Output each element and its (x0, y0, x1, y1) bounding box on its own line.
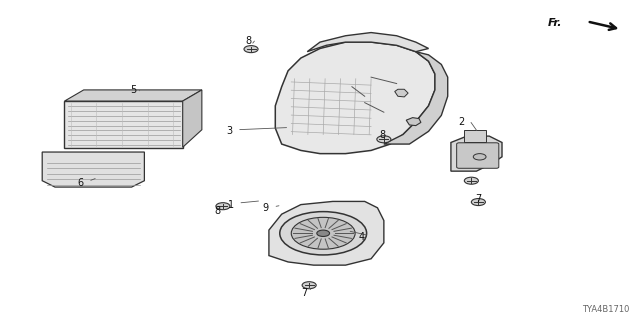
Text: TYA4B1710: TYA4B1710 (582, 305, 630, 314)
Polygon shape (182, 90, 202, 147)
Circle shape (473, 154, 486, 160)
Polygon shape (307, 33, 429, 52)
Circle shape (302, 282, 316, 289)
Polygon shape (269, 201, 384, 265)
Polygon shape (65, 90, 202, 101)
Circle shape (377, 136, 391, 143)
Text: 5: 5 (131, 85, 137, 95)
Text: Fr.: Fr. (548, 18, 563, 28)
Polygon shape (464, 130, 486, 142)
Text: 3: 3 (227, 126, 232, 136)
Polygon shape (395, 89, 408, 97)
Circle shape (291, 217, 355, 249)
Text: 8: 8 (215, 206, 221, 216)
Text: 4: 4 (358, 232, 365, 242)
Text: 1: 1 (228, 200, 234, 210)
Circle shape (465, 177, 478, 184)
Circle shape (471, 198, 485, 205)
Polygon shape (275, 42, 435, 154)
Text: 2: 2 (459, 117, 465, 127)
Circle shape (244, 46, 258, 52)
Polygon shape (42, 152, 145, 187)
Text: 8: 8 (380, 130, 386, 140)
Circle shape (280, 212, 367, 255)
Text: 7: 7 (476, 194, 481, 204)
Polygon shape (384, 52, 448, 144)
Polygon shape (406, 118, 421, 125)
FancyBboxPatch shape (64, 101, 183, 148)
Polygon shape (451, 136, 502, 171)
Circle shape (317, 230, 330, 236)
Circle shape (216, 203, 230, 210)
Text: 7: 7 (301, 288, 308, 298)
Text: 9: 9 (262, 204, 269, 213)
Text: 8: 8 (245, 36, 252, 45)
FancyBboxPatch shape (457, 143, 499, 168)
Text: 6: 6 (77, 178, 84, 188)
